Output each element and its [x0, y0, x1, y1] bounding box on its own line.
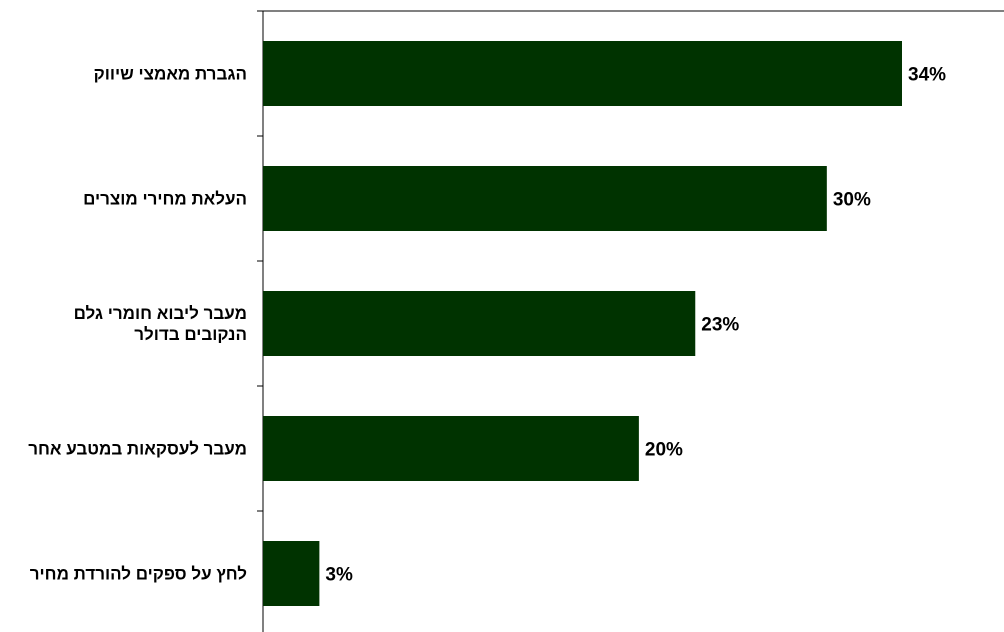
bars: [263, 41, 902, 606]
value-labels: 34% 30% 23% 20% 3%: [325, 65, 946, 586]
bar: [263, 41, 902, 106]
category-label: לחץ על ספקים להורדת מחיר: [30, 565, 247, 584]
bar: [263, 541, 320, 606]
value-label: 30%: [833, 190, 871, 211]
category-label: העלאת מחירי מוצרים: [83, 190, 247, 209]
bar: [263, 166, 827, 231]
bar: [263, 291, 696, 356]
value-label: 20%: [645, 440, 683, 461]
bar: [263, 416, 639, 481]
category-label: הנקובים בדולר: [134, 325, 247, 344]
value-label: 23%: [701, 315, 739, 336]
category-label: הגברת מאמצי שיווק: [94, 65, 247, 84]
axis-ticks: [257, 10, 263, 512]
category-labels: הגברת מאמצי שיווק העלאת מחירי מוצרים מעבר …: [28, 65, 247, 584]
category-label: מעבר ליבוא חומרי גלם: [74, 304, 247, 323]
category-label: מעבר לעסקאות במטבע אחר: [28, 440, 247, 459]
value-label: 3%: [325, 565, 353, 586]
value-label: 34%: [908, 65, 946, 86]
